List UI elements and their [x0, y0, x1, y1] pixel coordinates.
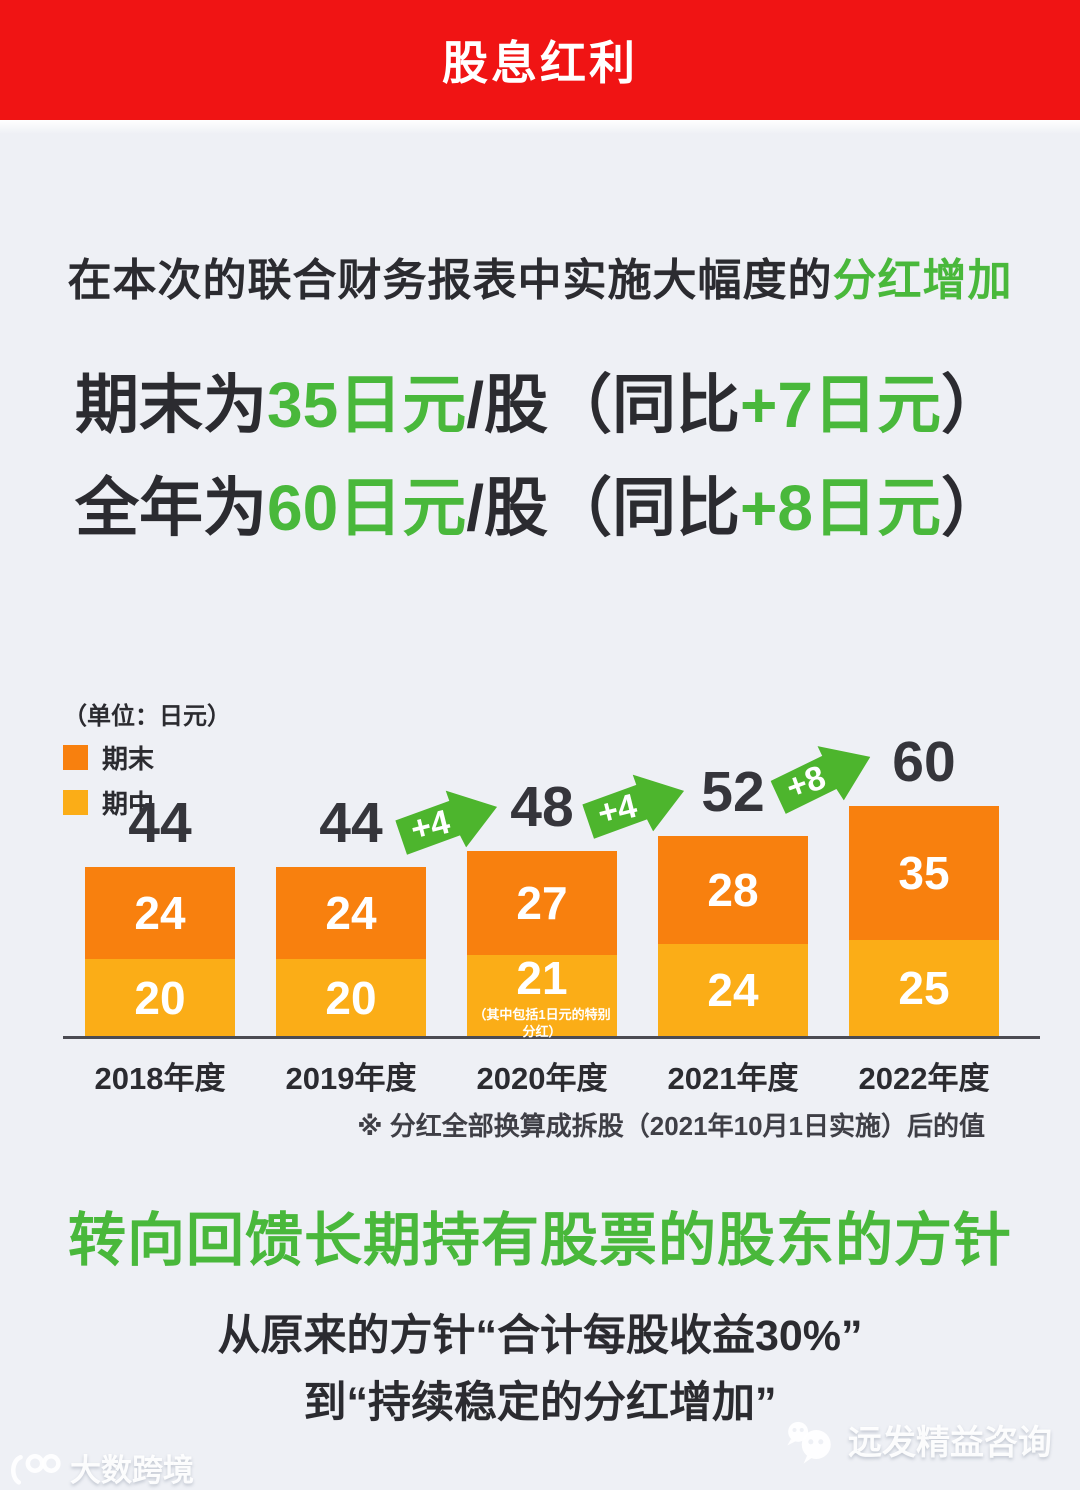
header-fade-divider [0, 120, 1080, 134]
watermark-left: 大数跨境 [8, 1445, 194, 1490]
chart-legend: （单位：日元） 期末 期中 [63, 696, 231, 821]
headline-period-end: 期末为35日元/股（同比+7日元） [0, 364, 1080, 447]
headline-text: 全年为 [75, 472, 268, 545]
x-tick-label: 2022年度 [858, 1061, 990, 1097]
segment-value: 21 [516, 951, 568, 1004]
watermark-right: 远发精益咨询 [780, 1415, 1052, 1464]
headline-delta-green: +7日元 [740, 369, 941, 441]
total-label: 48 [510, 775, 574, 840]
segment-value: 25 [898, 962, 950, 1015]
wechat-bubbles-icon [780, 1416, 838, 1464]
bar-segment-interim: 21 （其中包括1日元的特别分红） [467, 952, 617, 1039]
bar-segment-interim: 20 [85, 959, 235, 1037]
bars-row: 44 24 20 44 24 20 48 27 21 （其中包括1日元的特别分红）… [63, 729, 1040, 1039]
bar-segment-interim: 20 [276, 959, 426, 1037]
headline-full-year: 全年为60日元/股（同比+8日元） [0, 467, 1080, 550]
x-tick-label: 2019年度 [285, 1061, 417, 1097]
legend-label-interim: 期中 [102, 789, 155, 820]
intro-line: 在本次的联合财务报表中实施大幅度的分红增加 [0, 244, 1080, 308]
x-tick-label: 2018年度 [94, 1061, 226, 1097]
bar-group-2020: 48 27 21 （其中包括1日元的特别分红） [467, 774, 617, 1039]
x-tick-label: 2021年度 [667, 1061, 799, 1097]
bar-segment-final: 28 [658, 836, 808, 945]
chart-footnote: ※ 分红全部换算成拆股（2021年10月1日实施）后的值 [357, 1111, 985, 1142]
legend-swatch-final [63, 745, 88, 771]
policy-line-2: 到“持续稳定的分红增加” [303, 1379, 777, 1428]
headline-text: /股（同比 [466, 369, 740, 441]
segment-value: 20 [134, 971, 186, 1024]
segment-value: 24 [325, 887, 377, 940]
policy-heading: 转向回馈长期持有股票的股东的方针 [67, 1208, 1012, 1274]
bar-group-2022: 60 35 25 [849, 729, 999, 1037]
policy-paragraph: 从原来的方针“合计每股收益30%” 到“持续稳定的分红增加” [0, 1303, 1080, 1436]
headline-text: 期末为 [75, 369, 268, 441]
segment-value: 35 [898, 847, 950, 900]
segment-value: 24 [707, 964, 759, 1017]
header-banner: 股息红利 [0, 0, 1080, 120]
bar-group-2018: 44 24 20 [85, 790, 235, 1037]
segment-value: 28 [707, 864, 759, 917]
x-axis-labels: 2018年度 2019年度 2020年度 2021年度 2022年度 [63, 1039, 1040, 1098]
special-dividend-note: （其中包括1日元的特别分红） [473, 1006, 611, 1039]
legend-item-interim: 期中 [63, 784, 231, 821]
legend-label-final: 期末 [102, 744, 155, 775]
total-label: 52 [701, 760, 765, 825]
headline-text: ） [940, 369, 1005, 441]
watermark-right-text: 远发精益咨询 [848, 1424, 1052, 1462]
bar-group-2019: 44 24 20 [276, 790, 426, 1037]
bar-segment-interim: 24 [658, 944, 808, 1037]
total-label: 60 [892, 730, 956, 795]
headline-delta-green: +8日元 [740, 472, 941, 545]
bar-group-2021: 52 28 24 [658, 759, 808, 1037]
page-title: 股息红利 [442, 37, 638, 89]
headline-value-green: 60日元 [267, 472, 467, 545]
legend-item-final: 期末 [63, 739, 231, 776]
bar-segment-final: 24 [85, 867, 235, 960]
headline-value-green: 35日元 [267, 369, 467, 441]
headline-text: ） [940, 472, 1005, 545]
bar-segment-final: 24 [276, 867, 426, 960]
watermark-left-text: 大数跨境 [70, 1453, 194, 1488]
headline-text: /股（同比 [466, 472, 740, 545]
policy-line-1: 从原来的方针“合计每股收益30%” [217, 1312, 863, 1361]
total-label: 44 [319, 791, 383, 856]
dashu-logo-icon [8, 1447, 62, 1489]
bar-segment-final: 27 [467, 851, 617, 956]
bar-segment-final: 35 [849, 806, 999, 941]
segment-value: 20 [325, 971, 377, 1024]
total-label: 44 [128, 791, 192, 856]
dividend-stacked-bar-chart: （单位：日元） 期末 期中 44 24 20 44 24 20 48 27 21… [63, 694, 1040, 1040]
intro-highlight: 分红增加 [832, 256, 1013, 305]
segment-value: 27 [516, 877, 568, 930]
segment-value: 24 [134, 887, 186, 940]
intro-prefix: 在本次的联合财务报表中实施大幅度的 [67, 256, 833, 305]
unit-label: （单位：日元） [63, 703, 231, 731]
legend-swatch-interim [63, 790, 88, 816]
bar-segment-interim: 25 [849, 940, 999, 1037]
x-tick-label: 2020年度 [476, 1061, 608, 1097]
